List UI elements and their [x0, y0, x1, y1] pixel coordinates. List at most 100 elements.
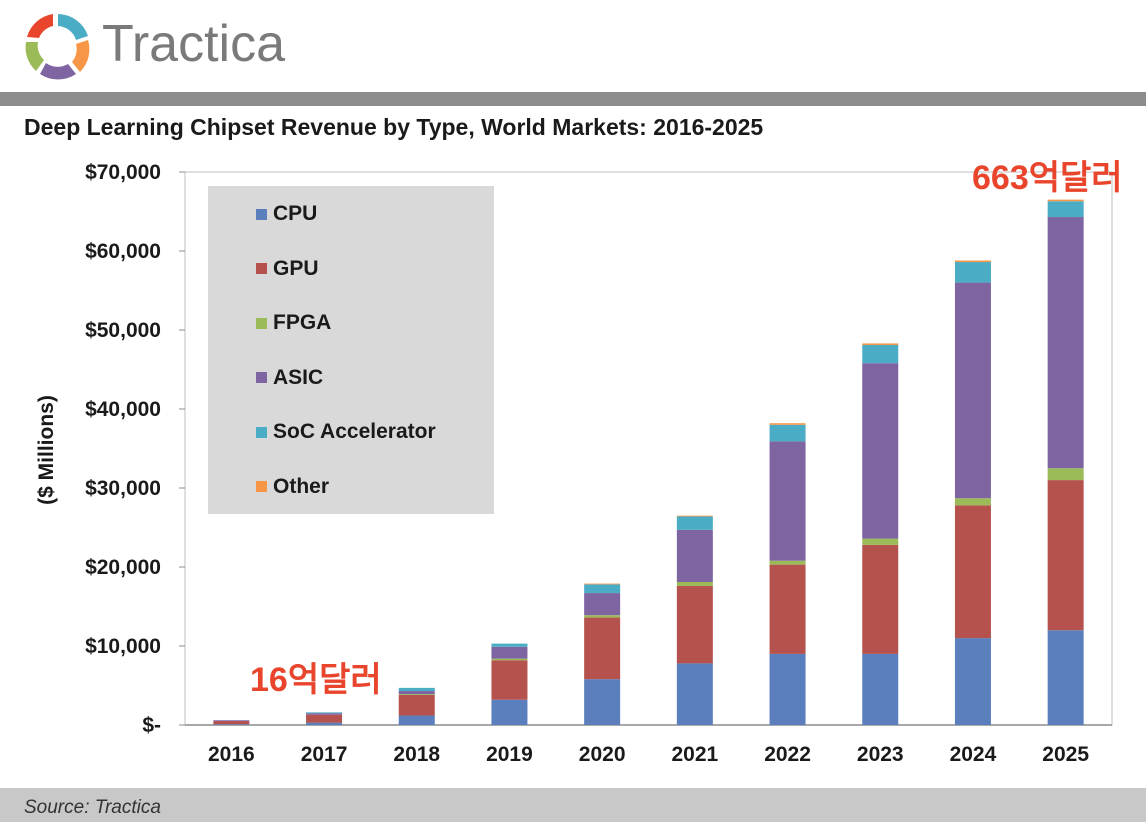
footer-band: Source: Tractica	[0, 788, 1146, 822]
bar-segment-asic	[862, 363, 899, 539]
bar-segment-other	[584, 583, 621, 585]
bar-segment-asic	[398, 691, 435, 695]
bar-segment-soc-accelerator	[491, 643, 528, 647]
bar-segment-asic	[491, 646, 528, 659]
bar-segment-asic	[769, 441, 806, 561]
bar-segment-asic	[676, 529, 713, 583]
y-tick-label: $70,000	[85, 161, 161, 184]
legend-item: Other	[256, 475, 329, 499]
chart-title: Deep Learning Chipset Revenue by Type, W…	[24, 114, 764, 140]
bar-segment-soc-accelerator	[954, 262, 991, 283]
bar-segment-soc-accelerator	[862, 345, 899, 364]
header-band	[0, 92, 1146, 106]
y-tick-label: $60,000	[85, 240, 161, 263]
x-tick-label: 2025	[1042, 743, 1089, 766]
y-tick-label: $10,000	[85, 635, 161, 658]
bar-segment-other	[769, 423, 806, 425]
bar-segment-cpu	[862, 653, 899, 725]
x-tick-label: 2016	[208, 743, 255, 766]
brand-name: Tractica	[102, 15, 285, 73]
bar-segment-soc-accelerator	[1047, 201, 1084, 218]
y-tick-label: $40,000	[85, 398, 161, 421]
legend-label: CPU	[273, 202, 318, 225]
legend-swatch	[256, 426, 267, 438]
source-note: Source: Tractica	[24, 797, 161, 818]
bar-segment-gpu	[862, 544, 899, 654]
bar-segment-gpu	[398, 694, 435, 716]
bar-segment-asic	[306, 713, 343, 715]
bar-segment-other	[862, 343, 899, 346]
chart-legend: CPU GPU FPGA ASIC SoC Accelerator Other	[208, 186, 494, 514]
bar-segment-soc-accelerator	[584, 584, 621, 594]
legend-item: SoC Accelerator	[256, 420, 436, 444]
bar-segment-asic	[584, 593, 621, 616]
bar-segment-fpga	[676, 582, 713, 586]
x-tick-label: 2024	[950, 743, 997, 766]
legend-item: GPU	[256, 257, 319, 281]
legend-label: ASIC	[273, 365, 324, 389]
bar-segment-cpu	[954, 638, 991, 725]
x-tick-label: 2023	[857, 743, 904, 766]
bar-segment-fpga	[769, 560, 806, 565]
x-tick-label: 2020	[579, 743, 626, 766]
bar-segment-cpu	[584, 679, 621, 725]
annotation-2025: 663억달러	[972, 159, 1123, 197]
legend-label: Other	[273, 474, 330, 498]
bar-segment-soc-accelerator	[676, 516, 713, 530]
bar-segment-cpu	[398, 715, 435, 725]
bar-segment-fpga	[491, 658, 528, 661]
bar-segment-other	[1047, 199, 1084, 202]
bar-segment-gpu	[954, 505, 991, 639]
bar-segment-soc-accelerator	[769, 424, 806, 442]
bar-segment-cpu	[491, 699, 528, 725]
bar-segment-fpga	[584, 615, 621, 618]
legend-swatch	[256, 317, 267, 329]
bar-segment-fpga	[398, 694, 435, 695]
y-axis-title: ($ Millions)	[35, 395, 58, 505]
bar-segment-gpu	[769, 564, 806, 654]
bar-segment-cpu	[769, 653, 806, 725]
bar-segment-gpu	[213, 721, 250, 725]
legend-swatch	[256, 208, 267, 220]
legend-label: GPU	[273, 256, 319, 280]
stacked-bar-chart: $- $10,000 $20,000 $30,000 $40,000 $50,000 $60…	[35, 161, 1113, 766]
y-tick-label: $50,000	[85, 319, 161, 342]
bar-segment-fpga	[1047, 468, 1084, 481]
tractica-logo-icon	[25, 14, 90, 80]
x-tick-label: 2019	[486, 743, 533, 766]
legend-label: FPGA	[273, 311, 332, 334]
header: Tractica	[0, 0, 1146, 92]
bar-segment-cpu	[306, 722, 343, 725]
bar-segment-gpu	[584, 617, 621, 680]
x-tick-label: 2017	[301, 743, 348, 766]
legend-swatch	[256, 372, 267, 383]
bar-segment-gpu	[306, 714, 343, 723]
y-tick-label: $20,000	[85, 556, 161, 579]
legend-item: FPGA	[256, 311, 331, 335]
bar-segment-soc-accelerator	[398, 687, 435, 692]
bar-segment-fpga	[954, 498, 991, 506]
bar-segment-gpu	[676, 585, 713, 664]
bar-segment-fpga	[862, 538, 899, 545]
legend-label: SoC Accelerator	[273, 420, 436, 443]
legend-item: CPU	[256, 202, 317, 226]
legend-item: ASIC	[256, 366, 323, 390]
bar-segment-asic	[213, 720, 250, 722]
legend-swatch	[256, 481, 267, 492]
bar-segment-gpu	[491, 660, 528, 700]
legend-swatch	[256, 263, 267, 274]
bar-segment-cpu	[1047, 630, 1084, 725]
y-tick-label: $30,000	[85, 477, 161, 500]
bar-segment-asic	[1047, 217, 1084, 469]
bar-segment-cpu	[213, 724, 250, 725]
bar-segment-soc-accelerator	[306, 712, 343, 714]
x-tick-label: 2022	[764, 743, 811, 766]
annotation-2017: 16억달러	[250, 661, 382, 699]
bar-segment-gpu	[1047, 480, 1084, 631]
bar-segment-other	[676, 515, 713, 517]
x-tick-label: 2021	[671, 743, 718, 766]
bar-segment-asic	[954, 282, 991, 499]
bar-segment-other	[954, 260, 991, 263]
bar-segment-cpu	[676, 663, 713, 725]
y-tick-label: $-	[142, 714, 161, 737]
